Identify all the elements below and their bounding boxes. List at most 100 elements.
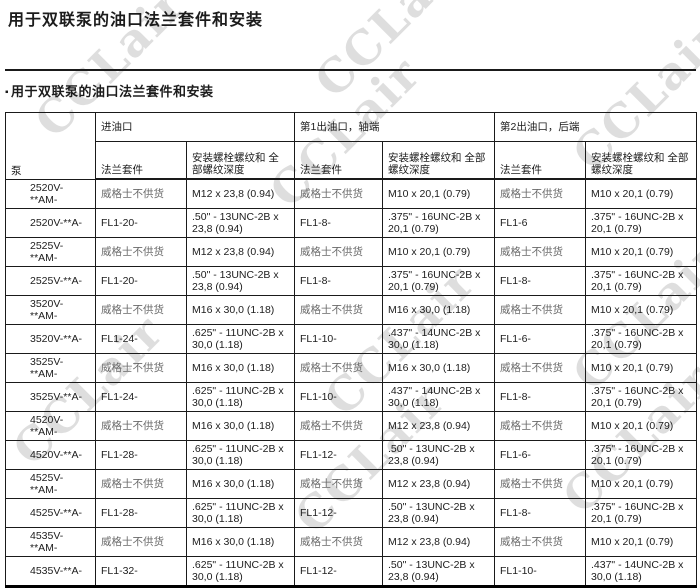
flange-kit-cell: FL1-20-	[95, 265, 187, 296]
flange-kit-cell: 威格士不供货	[494, 352, 586, 383]
thread-spec-cell: M10 x 20,1 (0.79)	[382, 236, 495, 267]
thread-spec-cell: .625" - 11UNC-2B x 30,0 (1.18)	[186, 381, 295, 412]
thread-spec-cell: .625" - 11UNC-2B x 30,0 (1.18)	[186, 497, 295, 528]
flange-kit-cell: FL1-10-	[494, 555, 586, 588]
flange-kit-cell: 威格士不供货	[95, 236, 187, 267]
table-row: 4535V-**AM- 威格士不供货 M16 x 30,0 (1.18) 威格士不供货…	[5, 526, 697, 557]
flange-kit-cell: 威格士不供货	[294, 178, 383, 209]
table-header: 泵 进油口 第1出油口，轴端 第2出油口，后端 法兰套件 安装螺栓螺纹和 全部螺…	[5, 112, 697, 180]
thread-spec-cell: M16 x 30,0 (1.18)	[186, 526, 295, 557]
flange-kit-cell: FL1-8-	[494, 497, 586, 528]
thread-spec-cell: M10 x 20,1 (0.79)	[585, 236, 697, 267]
thread-spec-cell: .625" - 11UNC-2B x 30,0 (1.18)	[186, 439, 295, 470]
pump-model-cell: 3520V-**A-	[5, 323, 96, 354]
flange-kit-cell: 威格士不供货	[95, 410, 187, 441]
flange-kit-cell: 威格士不供货	[494, 526, 586, 557]
table-row: 4535V-**A- FL1-32- .625" - 11UNC-2B x 30,0…	[5, 555, 697, 588]
thread-spec-cell: .375" - 16UNC-2B x 20,1 (0.79)	[585, 497, 697, 528]
thread-spec-cell: .375" - 16UNC-2B x 20,1 (0.79)	[585, 207, 697, 238]
pump-model-cell: 4525V-**A-	[5, 497, 96, 528]
pump-model-cell: 2525V-**A-	[5, 265, 96, 296]
thread-spec-cell: .50" - 13UNC-2B x 23,8 (0.94)	[382, 439, 495, 470]
thread-spec-cell: .50" - 13UNC-2B x 23,8 (0.94)	[382, 497, 495, 528]
table-body: 2520V-**AM- 威格士不供货 M12 x 23,8 (0.94) 威格士不供货…	[5, 178, 697, 588]
flange-kit-cell: FL1-6-	[494, 323, 586, 354]
flange-kit-cell: 威格士不供货	[494, 294, 586, 325]
thread-spec-cell: M16 x 30,0 (1.18)	[186, 410, 295, 441]
thread-spec-cell: M12 x 23,8 (0.94)	[382, 526, 495, 557]
thread-spec-cell: .375" - 16UNC-2B x 20,1 (0.79)	[585, 323, 697, 354]
thread-spec-cell: M12 x 23,8 (0.94)	[382, 410, 495, 441]
pump-model-cell: 4535V-**A-	[5, 555, 96, 588]
column-header-flange-kit: 法兰套件	[494, 141, 586, 180]
pump-model-cell: 4525V-**AM-	[5, 468, 96, 499]
flange-kit-cell: FL1-20-	[95, 207, 187, 238]
flange-kit-cell: FL1-10-	[294, 323, 383, 354]
flange-kit-cell: FL1-12-	[294, 439, 383, 470]
flange-kit-cell: 威格士不供货	[494, 468, 586, 499]
thread-spec-cell: .375" - 16UNC-2B x 20,1 (0.79)	[585, 265, 697, 296]
flange-kit-cell: 威格士不供货	[294, 236, 383, 267]
table-row: 3525V-**AM- 威格士不供货 M16 x 30,0 (1.18) 威格士不供货…	[5, 352, 697, 383]
flange-kit-cell: 威格士不供货	[95, 178, 187, 209]
thread-spec-cell: M10 x 20,1 (0.79)	[585, 410, 697, 441]
table-row: 2520V-**A- FL1-20- .50" - 13UNC-2B x 23,8 …	[5, 207, 697, 238]
flange-kit-cell: 威格士不供货	[95, 468, 187, 499]
column-header-thread: 安装螺栓螺纹和 全部螺纹深度	[382, 141, 495, 180]
pump-model-cell: 3525V-**A-	[5, 381, 96, 412]
flange-kit-cell: 威格士不供货	[494, 236, 586, 267]
flange-kit-cell: FL1-6	[494, 207, 586, 238]
table-row: 4525V-**A- FL1-28- .625" - 11UNC-2B x 30,0…	[5, 497, 697, 528]
pump-model-cell: 2525V-**AM-	[5, 236, 96, 267]
pump-model-cell: 4535V-**AM-	[5, 526, 96, 557]
thread-spec-cell: M10 x 20,1 (0.79)	[585, 294, 697, 325]
flange-kit-cell: FL1-12-	[294, 555, 383, 588]
thread-spec-cell: M16 x 30,0 (1.18)	[186, 352, 295, 383]
thread-spec-cell: M16 x 30,0 (1.18)	[186, 294, 295, 325]
flange-kit-cell: 威格士不供货	[294, 352, 383, 383]
flange-kit-cell: FL1-8-	[494, 265, 586, 296]
column-header-flange-kit: 法兰套件	[294, 141, 383, 180]
pump-model-cell: 2520V-**AM-	[5, 178, 96, 209]
section-heading: ▪ 用于双联泵的油口法兰套件和安装	[5, 81, 214, 100]
table-row: 3525V-**A- FL1-24- .625" - 11UNC-2B x 30,0…	[5, 381, 697, 412]
pump-model-cell: 4520V-**A-	[5, 439, 96, 470]
table-row: 4525V-**AM- 威格士不供货 M16 x 30,0 (1.18) 威格士不供货…	[5, 468, 697, 499]
section-bullet-icon: ▪	[5, 87, 10, 98]
flange-kit-cell: FL1-8-	[294, 265, 383, 296]
table-row: 3520V-**AM- 威格士不供货 M16 x 30,0 (1.18) 威格士不供货…	[5, 294, 697, 325]
column-header-flange-kit: 法兰套件	[95, 141, 187, 180]
thread-spec-cell: .625" - 11UNC-2B x 30,0 (1.18)	[186, 555, 295, 588]
flange-kit-cell: 威格士不供货	[494, 410, 586, 441]
thread-spec-cell: M10 x 20,1 (0.79)	[585, 468, 697, 499]
thread-spec-cell: .437" - 14UNC-2B x 30,0 (1.18)	[382, 323, 495, 354]
table-row: 2525V-**AM- 威格士不供货 M12 x 23,8 (0.94) 威格士不供货…	[5, 236, 697, 267]
flange-kit-cell: 威格士不供货	[95, 526, 187, 557]
pump-model-cell: 4520V-**AM-	[5, 410, 96, 441]
thread-spec-cell: M12 x 23,8 (0.94)	[382, 468, 495, 499]
table-row: 4520V-**A- FL1-28- .625" - 11UNC-2B x 30,0…	[5, 439, 697, 470]
flange-kit-cell: 威格士不供货	[294, 468, 383, 499]
flange-kit-cell: 威格士不供货	[95, 294, 187, 325]
thread-spec-cell: .437" - 14UNC-2B x 30,0 (1.18)	[382, 381, 495, 412]
pump-model-cell: 2520V-**A-	[5, 207, 96, 238]
thread-spec-cell: M12 x 23,8 (0.94)	[186, 178, 295, 209]
thread-spec-cell: M10 x 20,1 (0.79)	[382, 178, 495, 209]
thread-spec-cell: .625" - 11UNC-2B x 30,0 (1.18)	[186, 323, 295, 354]
thread-spec-cell: .375" - 16UNC-2B x 20,1 (0.79)	[382, 207, 495, 238]
flange-kit-cell: 威格士不供货	[494, 178, 586, 209]
table-row: 4520V-**AM- 威格士不供货 M16 x 30,0 (1.18) 威格士不供货…	[5, 410, 697, 441]
section-heading-label: 用于双联泵的油口法兰套件和安装	[11, 84, 214, 99]
flange-kit-cell: FL1-28-	[95, 439, 187, 470]
group-header-outlet2: 第2出油口，后端	[494, 112, 697, 142]
thread-spec-cell: M10 x 20,1 (0.79)	[585, 178, 697, 209]
thread-spec-cell: M16 x 30,0 (1.18)	[382, 294, 495, 325]
table-row: 2520V-**AM- 威格士不供货 M12 x 23,8 (0.94) 威格士不供货…	[5, 178, 697, 209]
thread-spec-cell: .375" - 16UNC-2B x 20,1 (0.79)	[382, 265, 495, 296]
flange-kit-cell: FL1-6-	[494, 439, 586, 470]
horizontal-rule	[5, 69, 696, 71]
column-header-thread: 安装螺栓螺纹和 全部螺纹深度	[186, 141, 295, 180]
thread-spec-cell: M10 x 20,1 (0.79)	[585, 526, 697, 557]
thread-spec-cell: M16 x 30,0 (1.18)	[382, 352, 495, 383]
flange-kit-cell: FL1-24-	[95, 381, 187, 412]
